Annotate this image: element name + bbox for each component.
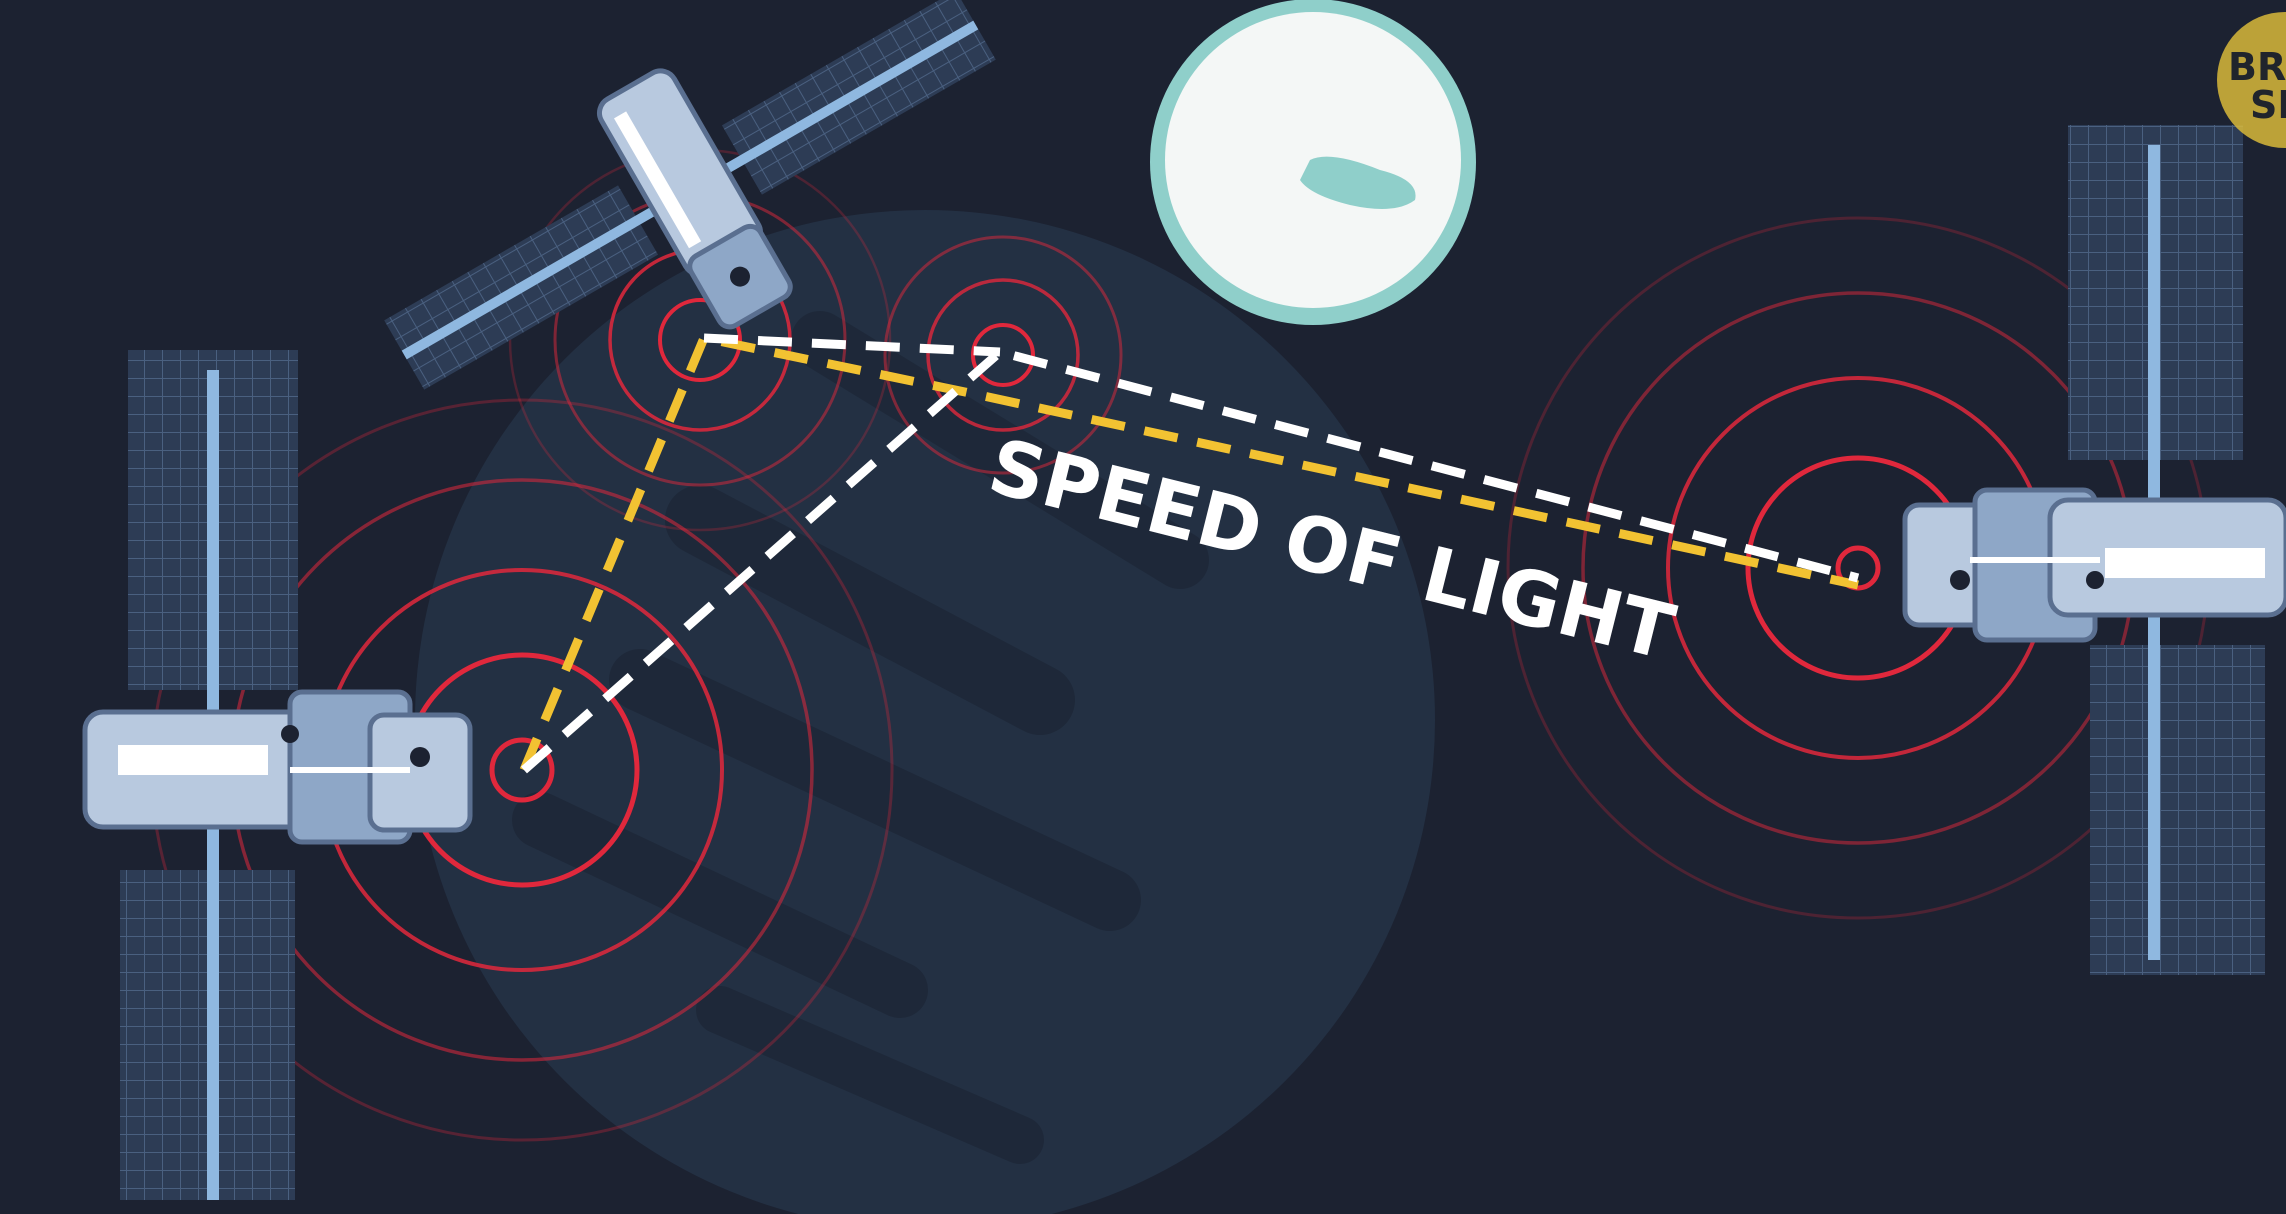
signal-path-yellow bbox=[519, 332, 1859, 772]
satellite-icon bbox=[384, 0, 996, 390]
satellite-top bbox=[384, 0, 996, 390]
signal-path-white bbox=[521, 333, 1860, 774]
channel-logo: BRIG SI bbox=[2217, 12, 2286, 148]
satellite-left bbox=[82, 350, 473, 1200]
logo-line-2: SI bbox=[2250, 83, 2286, 127]
moon-icon bbox=[1150, 0, 1476, 325]
logo-line-1: BRIG bbox=[2228, 45, 2286, 89]
planet-icon bbox=[415, 210, 1435, 1214]
rings-relay bbox=[883, 235, 1123, 475]
satellite-right bbox=[1902, 125, 2286, 975]
